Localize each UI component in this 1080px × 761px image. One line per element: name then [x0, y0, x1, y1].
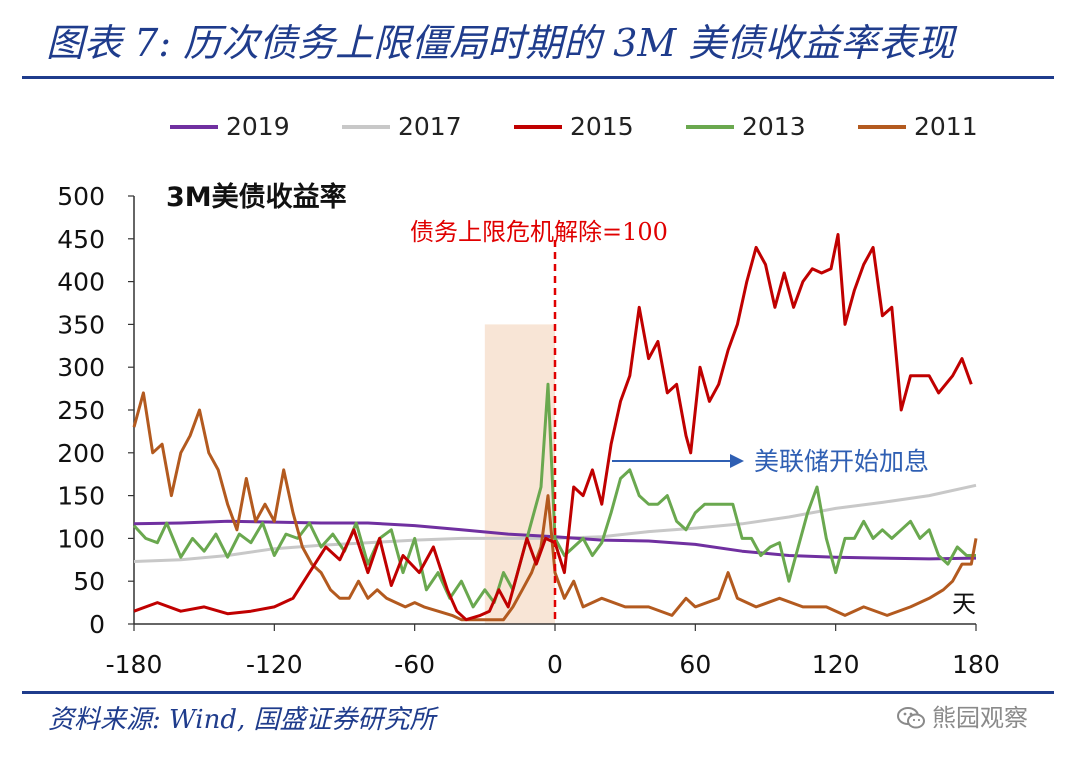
legend-item-2013: 2013	[686, 112, 858, 141]
y-tick-label: 250	[57, 396, 105, 425]
y-tick-label: 200	[57, 439, 105, 468]
y-tick-label: 400	[57, 268, 105, 297]
series-line-2015	[133, 233, 973, 622]
annotation-arrow-head	[730, 454, 744, 468]
x-tick-label: -120	[246, 650, 303, 679]
legend-item-2011: 2011	[858, 112, 1030, 141]
wechat-icon	[897, 707, 925, 729]
footer-divider	[22, 691, 1054, 694]
y-tick-label: 300	[57, 353, 105, 382]
legend-label-2013: 2013	[742, 112, 806, 141]
y-tick-label: 50	[73, 567, 105, 596]
legend-item-2015: 2015	[514, 112, 686, 141]
annotation-debt-ceiling: 债务上限危机解除=100	[410, 218, 668, 246]
chart-legend: 2019 2017 2015 2013 2011	[170, 112, 1030, 141]
source-note: 资料来源: Wind, 国盛证券研究所	[48, 705, 436, 735]
legend-label-2019: 2019	[226, 112, 290, 141]
line-chart: 0 50 100 150 200 250 300 350 400 450 500 -180 -120 -6…	[57, 181, 1000, 679]
legend-swatch-2017	[342, 124, 390, 129]
y-tick-label: 0	[89, 610, 105, 639]
watermark: 熊园观察	[896, 698, 1028, 733]
y-tick-label: 150	[57, 482, 105, 511]
series-line-2013	[132, 382, 976, 609]
legend-swatch-2019	[170, 124, 218, 129]
x-tick-label: 0	[547, 650, 563, 679]
legend-swatch-2011	[858, 124, 906, 129]
x-tick-label: 60	[679, 650, 711, 679]
annotation-fed-hike: 美联储开始加息	[754, 447, 929, 476]
legend-swatch-2013	[686, 124, 734, 129]
page-title: 图表 7: 历次债务上限僵局时期的 3M 美债收益率表现	[46, 21, 955, 65]
legend-item-2017: 2017	[342, 112, 514, 141]
legend-label-2017: 2017	[398, 112, 462, 141]
y-tick-label: 350	[57, 310, 105, 339]
legend-label-2015: 2015	[570, 112, 634, 141]
shaded-period	[484, 324, 555, 624]
x-tick-label: -180	[106, 650, 163, 679]
y-tick-label: 100	[57, 524, 105, 553]
y-tick-label: 500	[57, 182, 105, 211]
watermark-text: 熊园观察	[932, 704, 1028, 732]
x-tick-label: 180	[952, 650, 1000, 679]
x-axis-label: 天	[952, 590, 976, 618]
legend-swatch-2015	[514, 124, 562, 129]
x-tick-label: -60	[394, 650, 435, 679]
legend-item-2019: 2019	[170, 112, 342, 141]
legend-label-2011: 2011	[914, 112, 978, 141]
chart-title: 3M美债收益率	[166, 181, 347, 213]
x-tick-label: 120	[812, 650, 860, 679]
y-tick-label: 450	[57, 225, 105, 254]
title-divider	[22, 76, 1054, 79]
